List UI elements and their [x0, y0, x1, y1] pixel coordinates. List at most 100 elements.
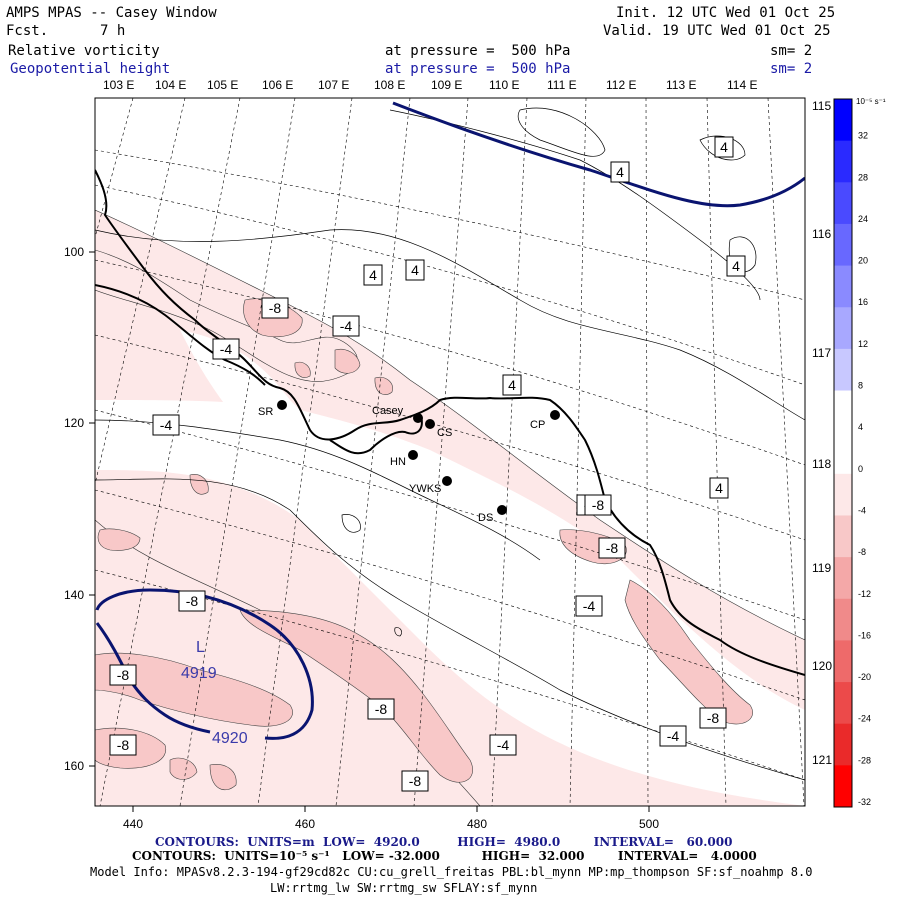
- station-marker-hn[interactable]: [408, 450, 418, 460]
- contour-label-box: [659, 725, 687, 747]
- contour-label-box: [699, 707, 727, 729]
- contour-label-box: [152, 414, 180, 436]
- contour-label-value: -8: [606, 540, 619, 556]
- colorbar-tick-label: 4: [858, 422, 863, 432]
- colorbar-swatch: [834, 140, 852, 183]
- colorbar-tick-label: -16: [858, 630, 871, 640]
- contour-label-box: [367, 698, 395, 720]
- contour-label-value: 4: [508, 377, 516, 393]
- colorbar-swatch: [834, 723, 852, 766]
- contour-label-value: -8: [375, 701, 388, 717]
- contour-label-box: [584, 494, 612, 516]
- field1-smoothing: sm= 2: [770, 43, 813, 59]
- top-lon-label: 108 E: [374, 78, 405, 92]
- contour-label-value: -8: [186, 593, 199, 609]
- contour-label-value: 4: [616, 164, 624, 180]
- colorbar-border: [833, 98, 853, 808]
- station-label-ds: DS: [478, 512, 493, 524]
- field1-level: at pressure = 500 hPa: [385, 43, 571, 59]
- colorbar-swatch: [834, 557, 852, 600]
- footer-height-contours: CONTOURS: UNITS=m LOW= 4920.0 HIGH= 4980…: [155, 835, 733, 849]
- contour-label-value: -4: [667, 728, 680, 744]
- colorbar-swatch: [834, 265, 852, 308]
- contour-label-box: [212, 338, 240, 360]
- station-marker-cs[interactable]: [425, 419, 435, 429]
- colorbar-swatch: [834, 598, 852, 641]
- colorbar-swatch: [834, 765, 852, 808]
- contour-label-value: 4: [715, 480, 723, 496]
- footer-model-info: Model Info: MPASv8.2.3-194-gf29cd82c CU:…: [90, 865, 813, 879]
- y-tick-label: 120: [64, 416, 84, 430]
- station-marker-casey[interactable]: [413, 413, 423, 423]
- contour-label-box: [363, 264, 383, 286]
- colorbar-tick-label: -28: [858, 755, 871, 765]
- contour-label-value: -4: [220, 341, 233, 357]
- colorbar-tick-label: 16: [858, 297, 868, 307]
- colorbar-tick-label: 28: [858, 172, 868, 182]
- top-lon-label: 112 E: [606, 78, 636, 92]
- contour-label-value: -4: [497, 737, 510, 753]
- field2-level: at pressure = 500 hPa: [385, 61, 571, 77]
- top-lon-label: 110 E: [489, 78, 519, 92]
- contour-label-value: 4: [720, 139, 728, 155]
- colorbar-tick-label: -8: [858, 547, 866, 557]
- contour-label-value: 4: [369, 267, 377, 283]
- colorbar-swatch: [834, 182, 852, 225]
- contour-label-box: [109, 664, 137, 686]
- contour-label-value: -8: [269, 300, 282, 316]
- station-label-cs: CS: [437, 427, 452, 439]
- low-pressure-marker: L: [196, 639, 205, 656]
- station-marker-ywks[interactable]: [442, 476, 452, 486]
- top-lon-label: 106 E: [262, 78, 293, 92]
- contour-label-box: [714, 136, 734, 158]
- x-tick-label: 500: [639, 817, 659, 831]
- colorbar-swatch: [834, 307, 852, 350]
- colorbar: [833, 98, 853, 808]
- colorbar-tick-label: 0: [858, 464, 863, 474]
- station-marker-sr[interactable]: [277, 400, 287, 410]
- contour-label-value: -8: [117, 667, 130, 683]
- top-lon-label: 104 E: [155, 78, 186, 92]
- axis-ticks: [89, 251, 650, 812]
- contour-label-value: -8: [592, 497, 605, 513]
- colorbar-tick-label: -20: [858, 672, 871, 682]
- x-tick-label: 480: [467, 817, 487, 831]
- top-lon-label: 105 E: [207, 78, 238, 92]
- top-lon-label: 111 E: [547, 78, 577, 92]
- station-label-cp: CP: [530, 419, 545, 431]
- contour-label-box: [726, 255, 746, 277]
- station-marker-ds[interactable]: [497, 505, 507, 515]
- contour-label-box: [332, 315, 360, 337]
- station-label-casey: Casey: [372, 405, 404, 417]
- contour-label-value: 4: [411, 262, 419, 278]
- colorbar-tick-label: 8: [858, 381, 863, 391]
- footer-model-info-2: LW:rrtmg_lw SW:rrtmg_sw SFLAY:sf_mynn: [270, 881, 538, 895]
- field1-name: Relative vorticity: [8, 43, 160, 59]
- height-contours: [95, 101, 805, 740]
- contour-label-box: [610, 161, 630, 183]
- contour-label-box: [109, 734, 137, 756]
- top-lon-label: 114 E: [727, 78, 757, 92]
- colorbar-swatch: [834, 473, 852, 516]
- colorbar-tick-label: 20: [858, 256, 868, 266]
- field2-name: Geopotential height: [10, 61, 171, 77]
- station-marker-cp[interactable]: [550, 410, 560, 420]
- contour-label-value: 4: [732, 258, 740, 274]
- colorbar-tick-label: -12: [858, 589, 871, 599]
- colorbar-unit: 10⁻⁵ s⁻¹: [856, 97, 886, 106]
- colorbar-tick-label: -32: [858, 797, 871, 807]
- colorbar-tick-label: 32: [858, 131, 868, 141]
- contour-label-box: [401, 770, 429, 792]
- contour-label-boxes: 44444444-4-4-4-4-4-4-4-8-8-8-8-8-8-8-8-8: [109, 136, 746, 792]
- init-time: Init. 12 UTC Wed 01 Oct 25: [616, 5, 836, 21]
- contour-label-box: [178, 590, 206, 612]
- top-lon-label: 109 E: [431, 78, 462, 92]
- contour-label-box: [575, 595, 603, 617]
- y-tick-label: 140: [64, 588, 84, 602]
- colorbar-swatch: [834, 348, 852, 392]
- contour-label-value: -4: [160, 417, 173, 433]
- colorbar-swatch: [834, 640, 852, 683]
- station-label-ywks: YWKS: [409, 483, 441, 495]
- colorbar-swatch: [834, 223, 852, 267]
